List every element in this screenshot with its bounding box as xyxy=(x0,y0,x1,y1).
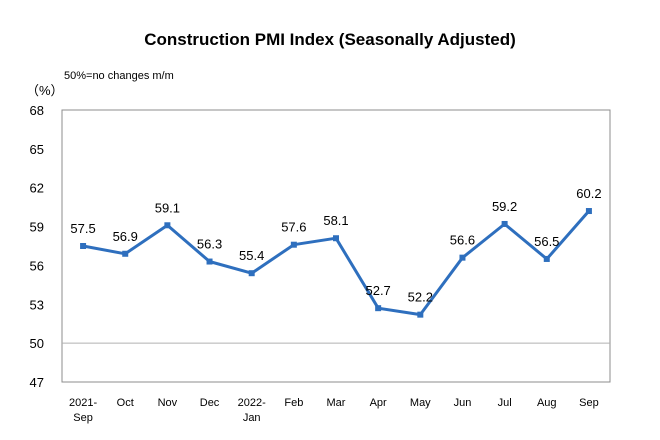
y-tick-label: 50 xyxy=(30,336,44,351)
data-point xyxy=(206,258,213,265)
x-tick-label: Oct xyxy=(117,397,134,409)
data-point xyxy=(459,254,466,261)
chart-title: Construction PMI Index (Seasonally Adjus… xyxy=(144,30,516,49)
data-label: 55.4 xyxy=(239,248,264,263)
x-tick-label: Aug xyxy=(537,397,557,409)
y-tick-label: 62 xyxy=(30,181,44,196)
data-label: 60.2 xyxy=(576,186,601,201)
x-tick-label: Jun xyxy=(454,397,472,409)
x-tick-label: Nov xyxy=(158,397,178,409)
x-tick-label: May xyxy=(410,397,431,409)
y-tick-label: 56 xyxy=(30,258,44,273)
data-point xyxy=(248,270,255,277)
y-tick-label: 65 xyxy=(30,142,44,157)
x-tick-label: Dec xyxy=(200,397,220,409)
x-tick-label: Mar xyxy=(327,397,346,409)
data-label: 59.1 xyxy=(155,200,180,215)
data-point xyxy=(290,241,297,248)
data-point xyxy=(417,311,424,318)
data-point xyxy=(164,222,171,229)
x-tick-label: 2022-Jan xyxy=(238,397,266,424)
data-label: 56.5 xyxy=(534,234,559,249)
data-label: 52.2 xyxy=(408,290,433,305)
x-tick-label: Sep xyxy=(579,397,599,409)
data-label: 57.6 xyxy=(281,220,306,235)
y-tick-label: 68 xyxy=(30,103,44,118)
data-point xyxy=(543,255,550,262)
plot-area-border xyxy=(61,109,611,383)
data-point xyxy=(80,243,87,249)
y-tick-label: 47 xyxy=(30,375,44,390)
y-unit-label: （%） xyxy=(26,83,64,98)
x-tick-label: 2021-Sep xyxy=(69,397,97,424)
data-label: 58.1 xyxy=(323,213,348,228)
x-tick-label: Jul xyxy=(498,397,512,409)
data-point xyxy=(501,220,508,227)
y-tick-label: 53 xyxy=(30,297,44,312)
data-label: 57.5 xyxy=(70,221,95,236)
data-point xyxy=(375,305,382,312)
data-label: 52.7 xyxy=(365,283,390,298)
data-label: 56.3 xyxy=(197,237,222,252)
x-tick-label: Apr xyxy=(370,397,387,409)
x-tick-label: Feb xyxy=(284,397,303,409)
data-point xyxy=(333,235,339,242)
data-point xyxy=(122,250,129,257)
data-label: 56.6 xyxy=(450,233,475,248)
data-label: 59.2 xyxy=(492,199,517,214)
data-point xyxy=(585,208,592,215)
data-label: 56.9 xyxy=(113,229,138,244)
chart-note: 50%=no changes m/m xyxy=(64,70,174,82)
y-tick-label: 59 xyxy=(30,220,44,235)
